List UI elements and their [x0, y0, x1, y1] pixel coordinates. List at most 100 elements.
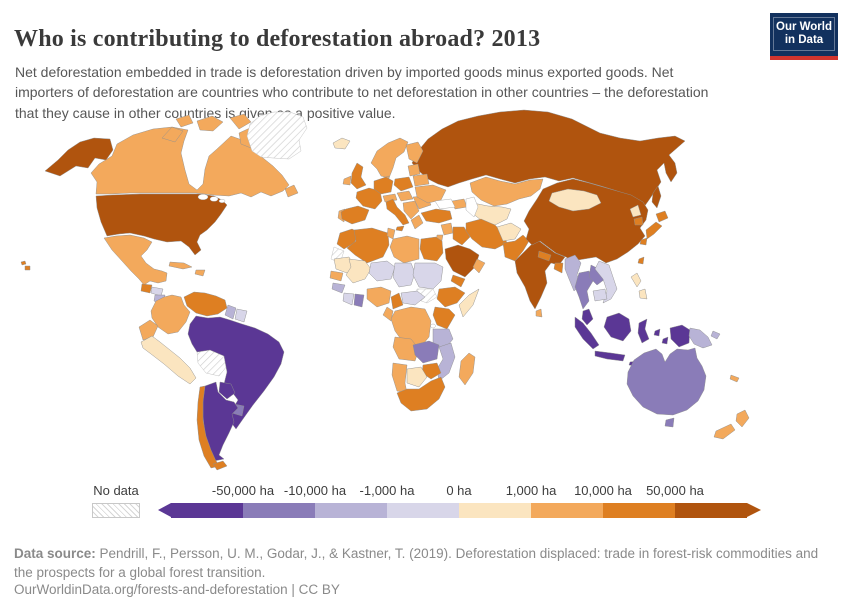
country-egypt[interactable]	[419, 236, 444, 262]
country-new-zealand-north[interactable]	[735, 409, 750, 428]
legend-bin-2[interactable]	[315, 503, 387, 518]
footer-link[interactable]: OurWorldinData.org/forests-and-deforesta…	[14, 581, 340, 597]
country-usa-alaska[interactable]	[44, 137, 114, 177]
country-france[interactable]	[355, 187, 383, 210]
country-ivory-coast[interactable]	[342, 292, 355, 306]
country-czech-hungary[interactable]	[396, 190, 414, 202]
country-canada-arctic-islands[interactable]	[161, 113, 262, 149]
legend-bin-4[interactable]	[459, 503, 531, 518]
country-libya[interactable]	[389, 235, 420, 264]
country-mali[interactable]	[345, 258, 372, 284]
country-kazakhstan[interactable]	[469, 176, 544, 207]
country-ethiopia[interactable]	[436, 286, 466, 308]
country-norway-sweden[interactable]	[370, 137, 409, 179]
country-poland[interactable]	[393, 176, 414, 192]
country-brazil[interactable]	[187, 315, 285, 430]
country-bangladesh[interactable]	[553, 262, 564, 274]
country-new-zealand-south[interactable]	[713, 423, 736, 440]
country-nigeria[interactable]	[366, 286, 392, 308]
country-suriname[interactable]	[234, 308, 248, 323]
country-cuba[interactable]	[168, 261, 193, 270]
country-paraguay[interactable]	[218, 381, 236, 400]
legend-bin-5[interactable]	[531, 503, 603, 518]
country-nepal[interactable]	[537, 250, 552, 262]
country-congo-gabon[interactable]	[382, 306, 394, 322]
country-botswana[interactable]	[406, 366, 428, 388]
country-united-kingdom[interactable]	[350, 162, 367, 190]
country-angola[interactable]	[392, 336, 420, 362]
country-caucasus[interactable]	[451, 198, 468, 210]
country-mongolia[interactable]	[548, 188, 602, 212]
country-sudan[interactable]	[412, 262, 444, 290]
country-germany[interactable]	[373, 176, 394, 195]
country-japan[interactable]	[639, 210, 669, 246]
country-papua-new-guinea[interactable]	[688, 327, 721, 349]
country-italy[interactable]	[385, 198, 410, 226]
country-russia-sakhalin[interactable]	[651, 185, 662, 209]
country-indonesia-borneo[interactable]	[603, 312, 632, 342]
country-colombia[interactable]	[150, 294, 191, 335]
country-mozambique[interactable]	[436, 342, 456, 382]
country-turkey[interactable]	[420, 208, 453, 224]
legend-color-bar[interactable]	[158, 503, 761, 518]
country-baltics[interactable]	[407, 163, 421, 177]
legend-bin-1[interactable]	[243, 503, 315, 518]
country-honduras[interactable]	[150, 286, 164, 297]
country-indonesia-sulawesi[interactable]	[637, 318, 650, 344]
country-canada-newfoundland[interactable]	[284, 184, 299, 198]
country-algeria[interactable]	[346, 227, 390, 264]
country-guatemala[interactable]	[140, 283, 153, 294]
country-guyana[interactable]	[224, 304, 237, 320]
country-mexico[interactable]	[103, 234, 168, 286]
country-russia[interactable]	[411, 109, 686, 208]
country-spain[interactable]	[340, 205, 370, 225]
country-iceland[interactable]	[332, 137, 351, 150]
country-syria[interactable]	[440, 222, 454, 236]
legend-bin-7[interactable]	[675, 503, 747, 518]
country-south-africa[interactable]	[396, 376, 446, 412]
country-senegal[interactable]	[329, 270, 344, 282]
country-taiwan[interactable]	[637, 256, 645, 265]
country-venezuela[interactable]	[183, 291, 228, 317]
country-ecuador[interactable]	[138, 319, 159, 341]
country-australia[interactable]	[626, 347, 707, 416]
country-cameroon[interactable]	[390, 292, 404, 310]
country-afghanistan[interactable]	[496, 222, 522, 242]
country-namibia[interactable]	[391, 362, 408, 394]
country-cambodia[interactable]	[592, 288, 608, 302]
country-iraq[interactable]	[452, 226, 471, 246]
country-peru[interactable]	[140, 335, 197, 385]
legend-bin-6[interactable]	[603, 503, 675, 518]
country-oman[interactable]	[472, 258, 486, 274]
country-tierra-del-fuego[interactable]	[212, 460, 228, 471]
country-yemen[interactable]	[450, 274, 466, 288]
country-new-caledonia[interactable]	[729, 374, 740, 383]
country-malaysia[interactable]	[581, 308, 594, 326]
country-hispaniola[interactable]	[194, 269, 206, 277]
country-vietnam[interactable]	[594, 260, 618, 304]
country-ireland[interactable]	[342, 175, 352, 186]
country-north-korea[interactable]	[629, 204, 642, 218]
country-usa-hawaii[interactable]	[20, 260, 31, 271]
country-niger[interactable]	[368, 260, 396, 282]
country-greenland[interactable]	[246, 111, 308, 160]
country-madagascar[interactable]	[458, 352, 476, 386]
country-central-african-republic[interactable]	[400, 290, 426, 306]
country-zambia[interactable]	[412, 340, 440, 364]
country-ukraine[interactable]	[414, 184, 447, 204]
country-canada[interactable]	[90, 126, 290, 198]
country-finland[interactable]	[405, 141, 424, 164]
country-belarus[interactable]	[412, 173, 430, 187]
country-indonesia-java[interactable]	[594, 350, 626, 362]
country-balkans[interactable]	[402, 200, 420, 220]
country-sri-lanka[interactable]	[535, 308, 543, 318]
country-iran[interactable]	[465, 218, 508, 250]
country-australia-tasmania[interactable]	[664, 417, 675, 428]
country-indonesia-sumatra[interactable]	[574, 316, 600, 350]
country-italy-sicily[interactable]	[395, 225, 405, 232]
legend-bin-3[interactable]	[387, 503, 459, 518]
legend-no-data-swatch[interactable]	[92, 503, 140, 518]
country-greece[interactable]	[410, 214, 424, 230]
country-kenya[interactable]	[432, 306, 456, 330]
